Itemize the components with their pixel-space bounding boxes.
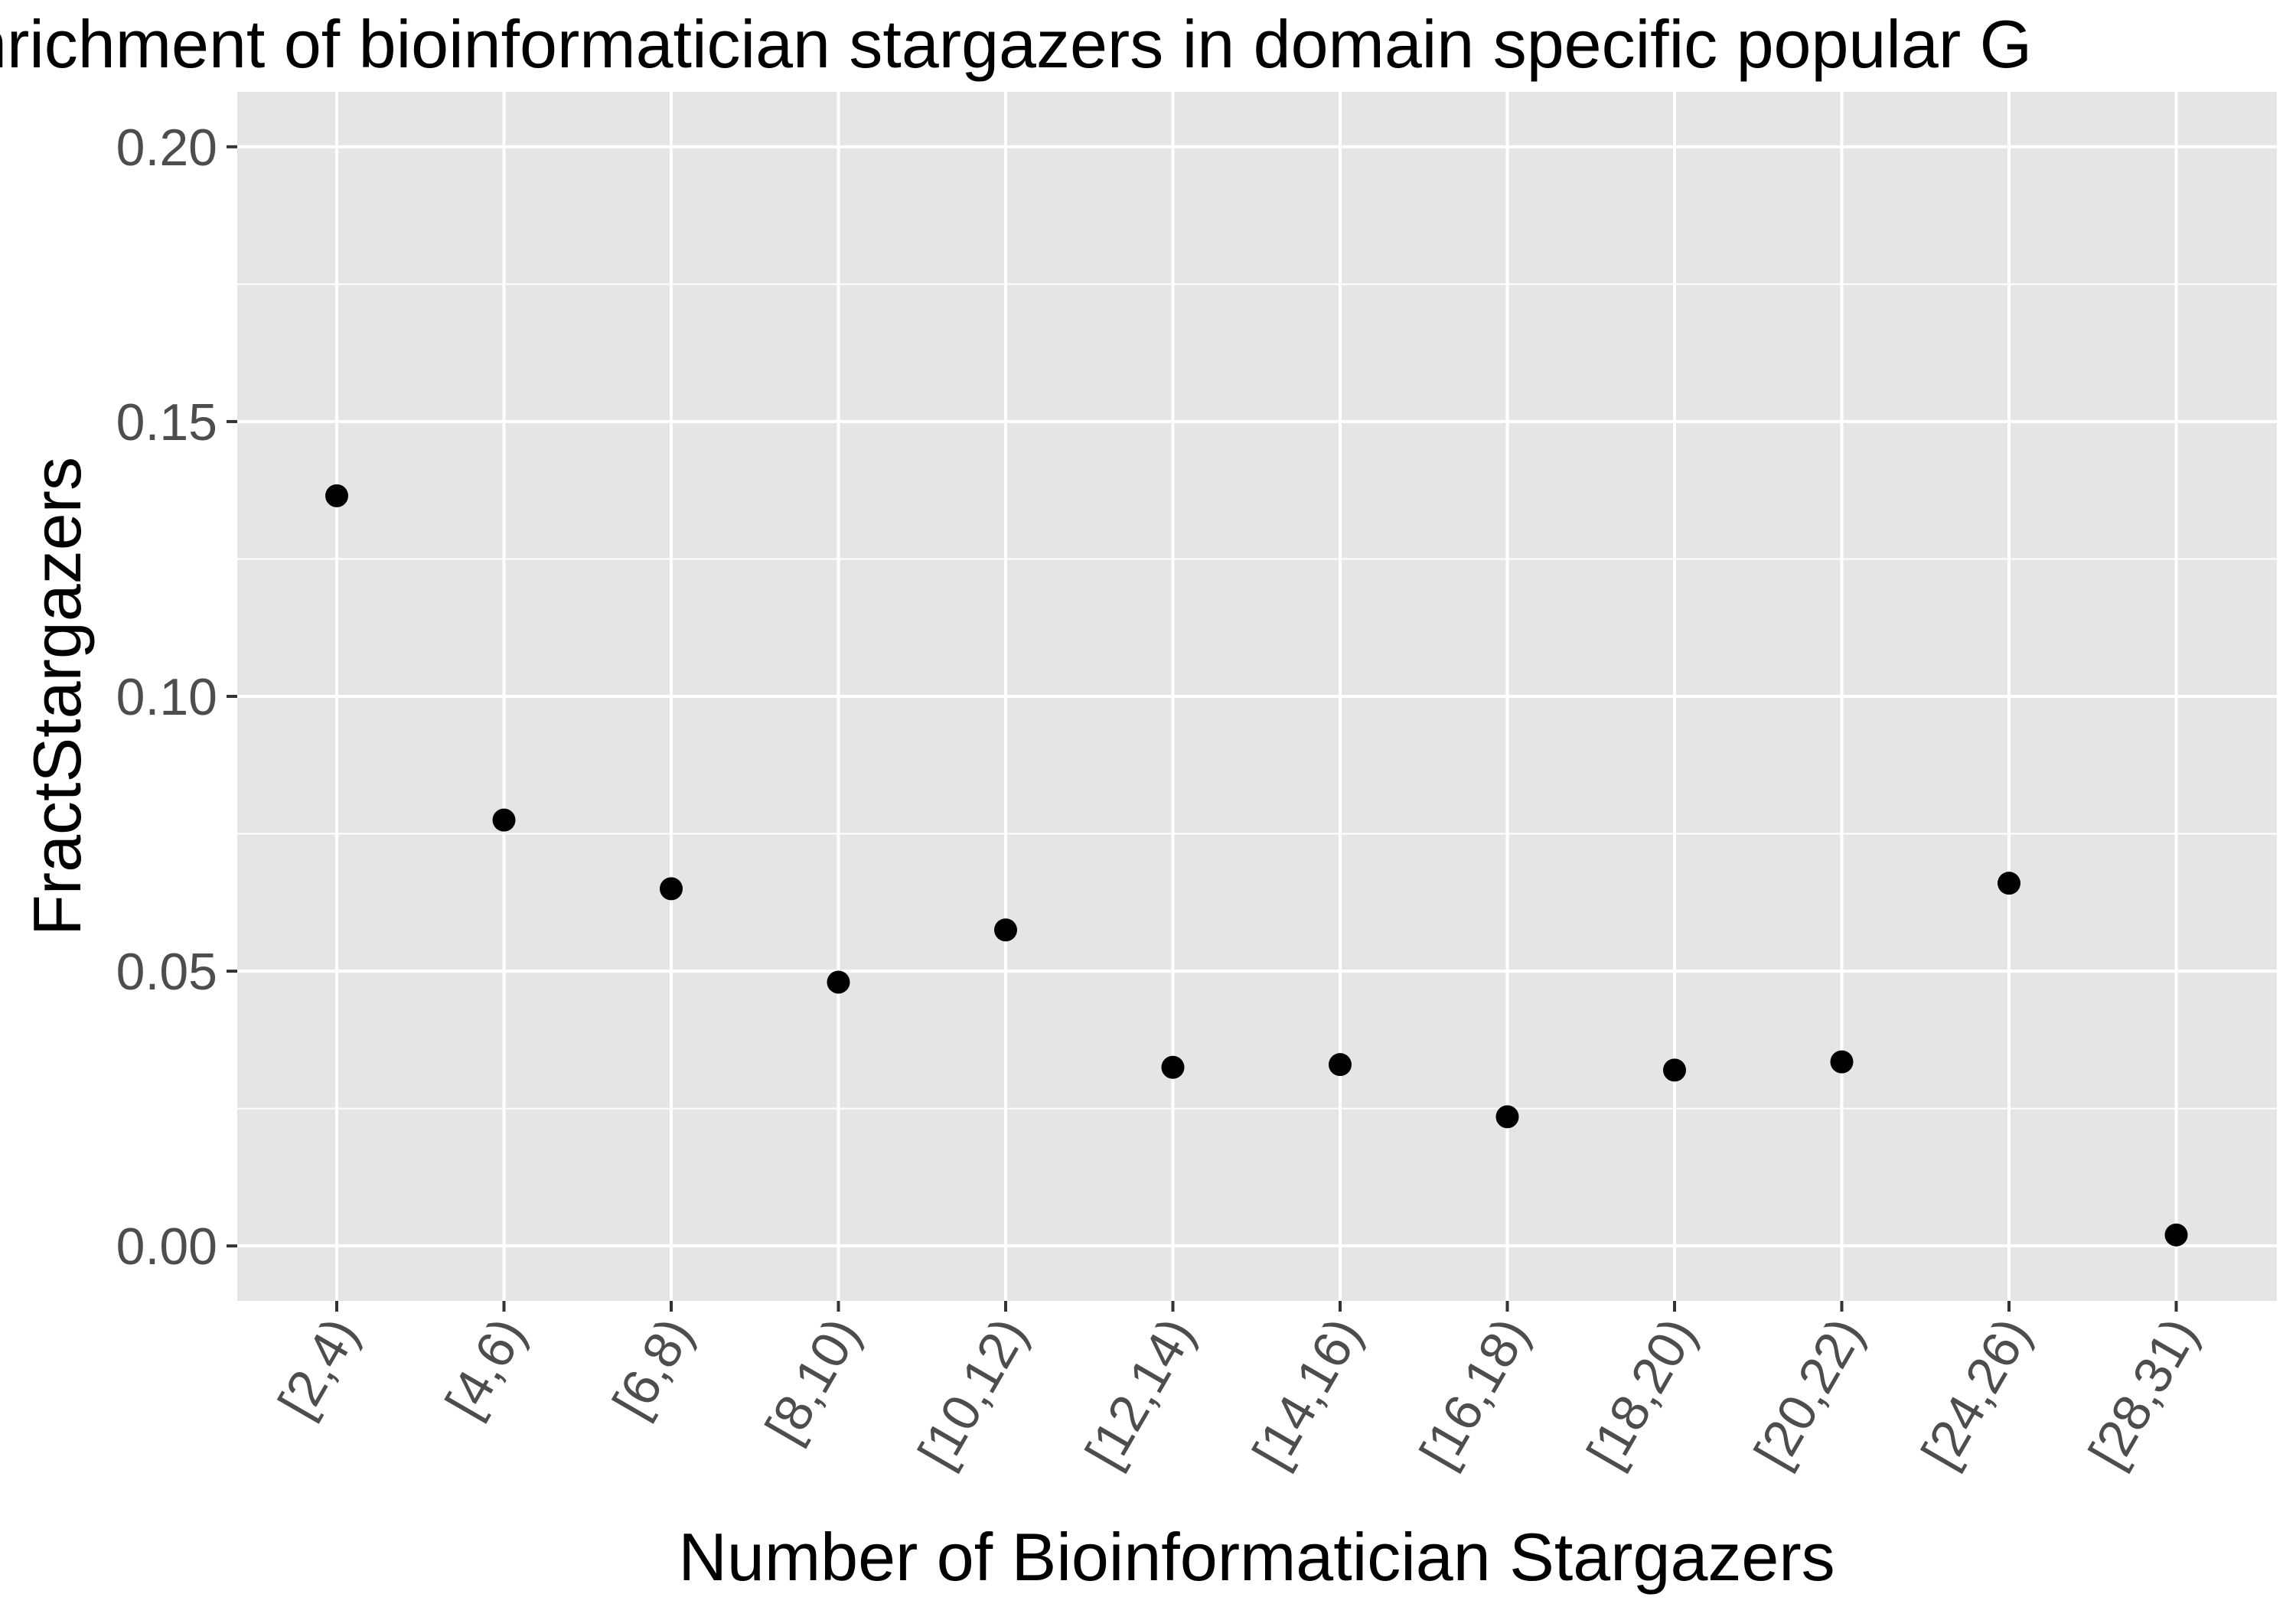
chart-title: nrichment of bioinformatician stargazers… (0, 6, 2032, 82)
data-point (2164, 1223, 2188, 1247)
data-point (660, 877, 683, 901)
data-point (1998, 872, 2020, 895)
data-point (1161, 1055, 1185, 1079)
major-gridlines (237, 92, 2277, 1301)
data-point (1495, 1105, 1519, 1129)
data-point (994, 918, 1017, 942)
y-tick-label: 0.15 (116, 393, 217, 451)
y-axis: 0.00 0.05 0.10 0.15 0.20 (116, 119, 237, 1276)
data-point (1663, 1058, 1686, 1082)
x-axis-title: Number of Bioinformatician Stargazers (678, 1519, 1835, 1595)
y-tick-label: 0.10 (116, 668, 217, 726)
data-points (325, 484, 2188, 1247)
y-tick-label: 0.20 (116, 119, 217, 177)
data-point (1830, 1050, 1854, 1074)
data-point (325, 484, 348, 507)
y-tick-label: 0.00 (116, 1217, 217, 1276)
minor-gridlines (237, 283, 2277, 1110)
y-tick-label: 0.05 (116, 943, 217, 1001)
data-point (492, 808, 516, 832)
data-point (827, 970, 850, 994)
data-point (1329, 1053, 1352, 1077)
y-axis-title: FractStargazers (19, 457, 95, 936)
